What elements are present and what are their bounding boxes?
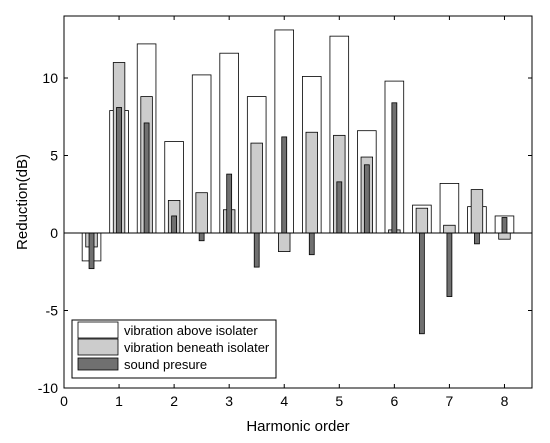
legend-label: vibration above isolater: [124, 323, 258, 338]
sound-pressure-bar: [308, 232, 315, 256]
y-tick-label: 10: [42, 70, 58, 86]
y-tick-label: -5: [46, 303, 59, 319]
vibration-beneath-bar: [250, 142, 263, 234]
x-tick-label: 4: [280, 393, 288, 409]
legend-label: vibration beneath isolater: [124, 340, 270, 355]
sound-pressure-bar: [143, 122, 150, 234]
y-axis-ticks: -10 -5 0 5 10: [38, 70, 532, 396]
sound-pressure-bar: [501, 217, 508, 234]
x-axis-label: Harmonic order: [246, 418, 349, 435]
sound-pressure-bar: [363, 164, 370, 234]
x-tick-label: 0: [60, 393, 68, 409]
sound-pressure-bar: [336, 181, 343, 234]
y-tick-label: 5: [50, 148, 58, 164]
vibration-beneath-bar: [470, 189, 484, 234]
x-axis-ticks: 0 1 2 3 4 5 6 7 8: [60, 16, 509, 409]
sound-pressure-bar: [474, 232, 480, 245]
legend: vibration above isolater vibration beneat…: [71, 319, 277, 379]
legend-swatch: [77, 338, 119, 356]
sound-pressure-bar: [88, 232, 95, 270]
x-tick-label: 5: [335, 393, 343, 409]
legend-label: sound presure: [124, 357, 207, 372]
bars-layer: [81, 29, 515, 335]
x-tick-label: 1: [115, 393, 123, 409]
vibration-beneath-bar: [415, 207, 429, 234]
legend-swatch: [77, 321, 119, 339]
sound-pressure-bar: [226, 173, 233, 234]
legend-swatch: [77, 357, 119, 371]
sound-pressure-bar: [116, 107, 122, 234]
plot-frame: [63, 15, 533, 389]
sound-pressure-bar: [446, 232, 453, 297]
y-tick-label: -10: [38, 380, 58, 396]
vibration-beneath-bar: [195, 192, 208, 234]
sound-pressure-bar: [281, 136, 288, 234]
vibration-beneath-bar: [443, 224, 456, 234]
x-tick-label: 7: [446, 393, 454, 409]
y-tick-label: 0: [50, 225, 58, 241]
sound-pressure-bar: [419, 232, 425, 335]
x-tick-label: 3: [225, 393, 233, 409]
sound-pressure-bar: [253, 232, 260, 268]
vibration-beneath-bar: [305, 131, 318, 234]
sound-pressure-bar: [198, 232, 205, 242]
sound-pressure-bar: [391, 102, 398, 234]
sound-pressure-bar: [171, 215, 177, 234]
vibration-beneath-bar: [278, 232, 291, 253]
y-axis-label: Reduction(dB): [14, 154, 31, 250]
vibration-beneath-bar: [498, 232, 511, 240]
x-tick-label: 6: [390, 393, 398, 409]
x-tick-label: 8: [501, 393, 509, 409]
x-tick-label: 2: [170, 393, 178, 409]
